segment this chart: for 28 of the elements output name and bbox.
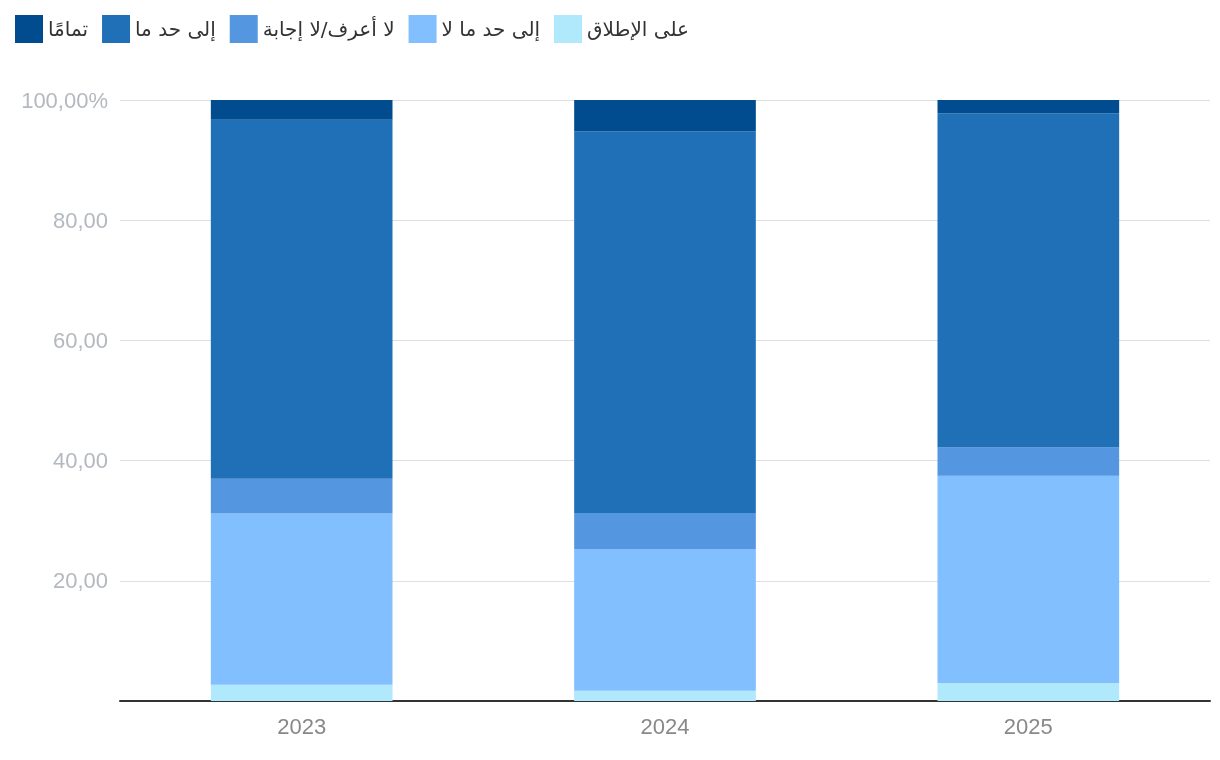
bar [574, 100, 756, 132]
legend-label: إلى حد ما لا [441, 17, 541, 42]
bar [574, 548, 756, 691]
x-tick-label: 2025 [1003, 713, 1053, 739]
bar [937, 475, 1120, 683]
bar [574, 131, 756, 513]
y-tick-label: 20,00 [52, 568, 108, 594]
bar [937, 447, 1120, 476]
x-tick-label: 2024 [640, 713, 690, 739]
bar [210, 684, 393, 701]
bar [210, 513, 393, 685]
y-tick-label: 100,00% [21, 87, 108, 113]
y-tick-label: 60,00 [52, 327, 108, 353]
y-tick-label: 80,00 [52, 207, 108, 233]
legend-label: تمامًا [48, 17, 89, 41]
bar [937, 100, 1120, 114]
bar [937, 682, 1120, 701]
bar [574, 512, 756, 549]
bar [210, 119, 393, 479]
legend-label: لا أعرف/لا إجابة [262, 16, 395, 42]
bar [937, 113, 1120, 448]
bar [210, 478, 393, 514]
legend-label: على الإطلاق [587, 17, 689, 41]
x-tick-label: 2023 [277, 713, 327, 739]
bar [574, 690, 756, 701]
legend-label: إلى حد ما [135, 17, 216, 42]
bar [210, 100, 393, 120]
y-tick-label: 40,00 [52, 448, 108, 474]
